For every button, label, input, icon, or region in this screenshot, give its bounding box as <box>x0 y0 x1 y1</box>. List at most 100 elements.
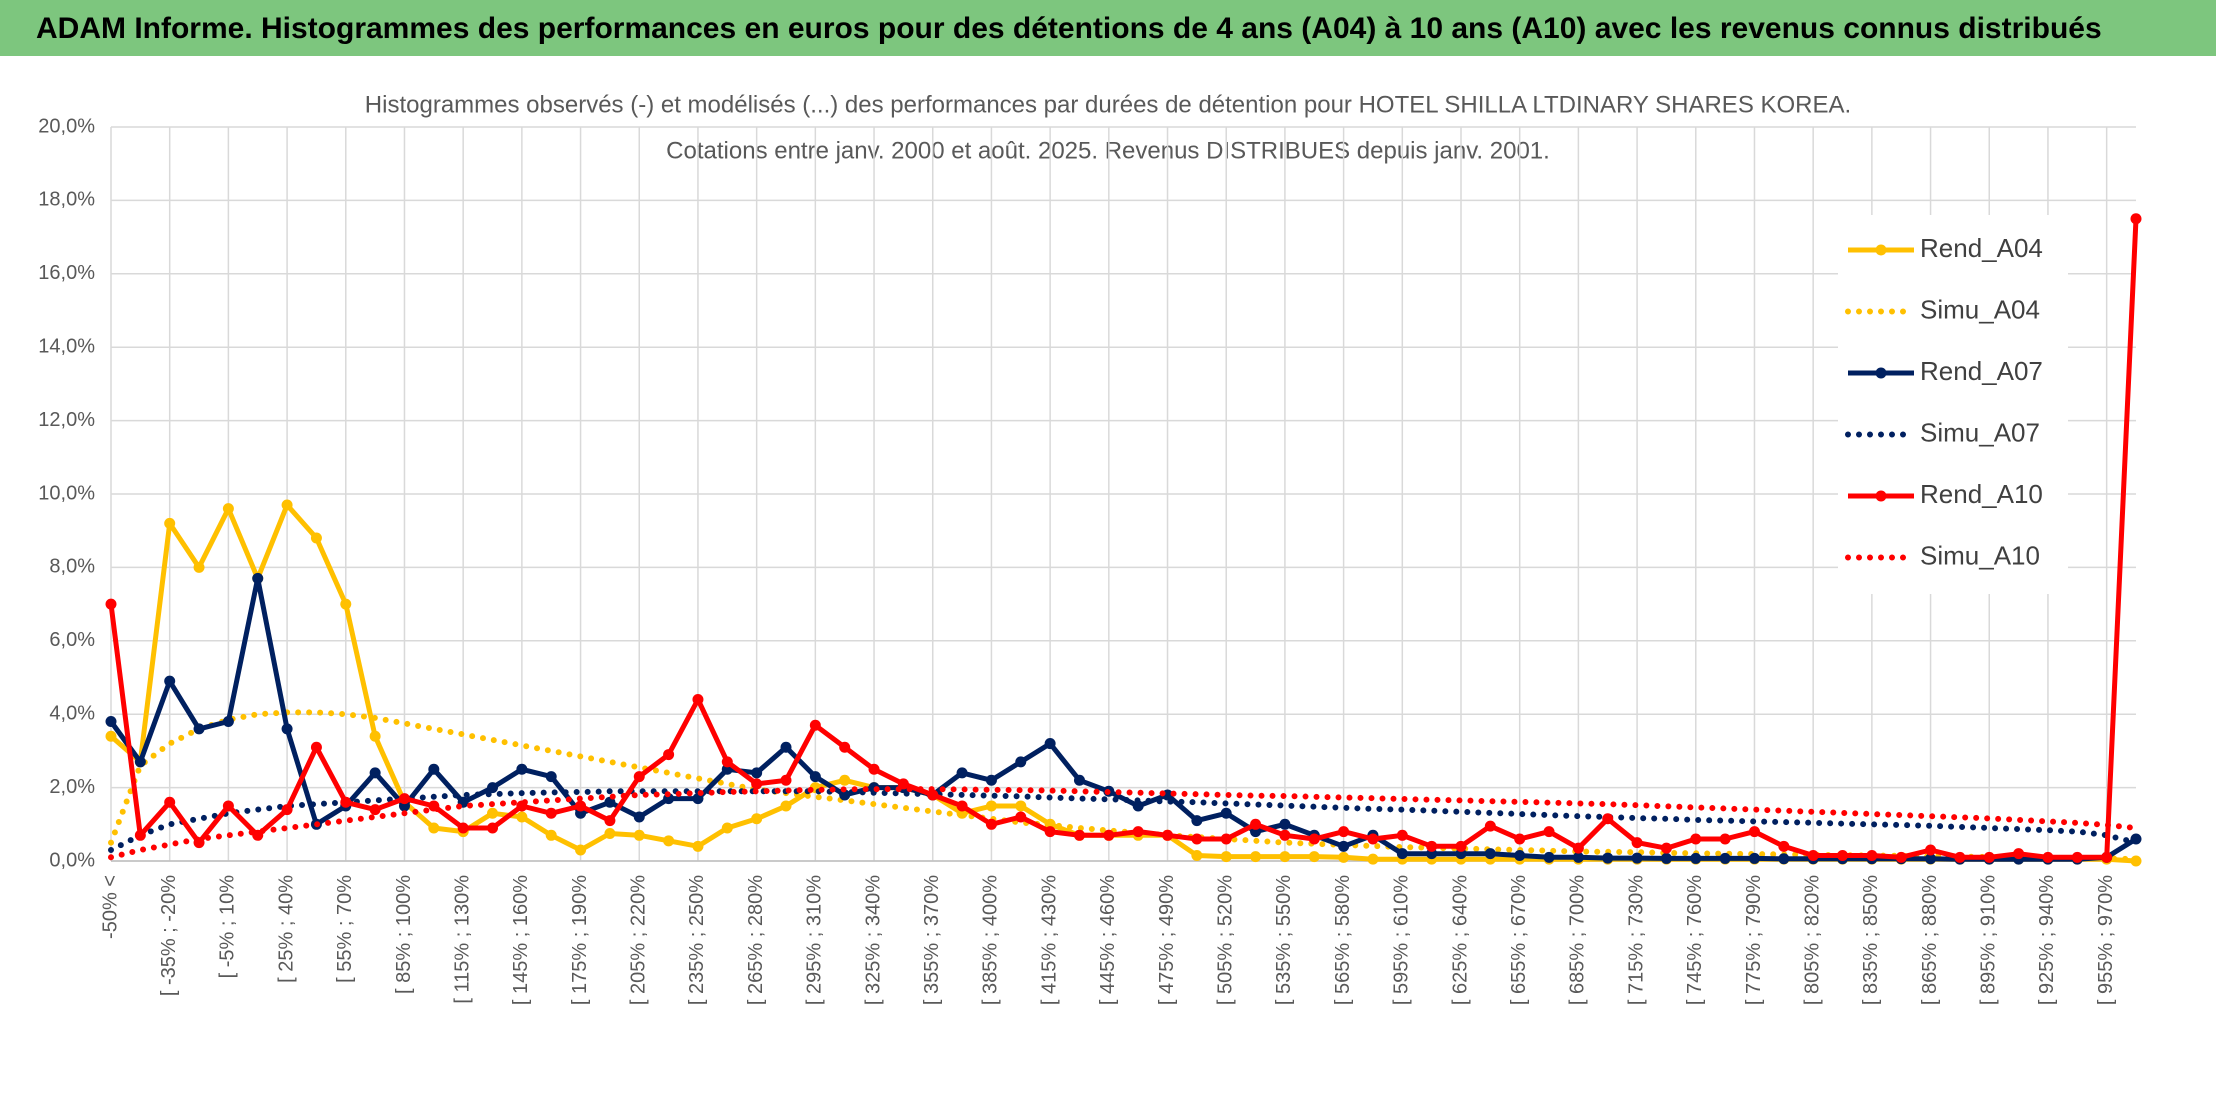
data-point <box>310 741 322 753</box>
data-point <box>1338 840 1350 852</box>
data-point <box>222 716 234 728</box>
data-point <box>1015 811 1027 823</box>
data-point <box>809 771 821 783</box>
header-bar <box>0 0 2216 56</box>
series-line <box>108 786 2139 861</box>
data-point <box>1338 851 1350 863</box>
data-point <box>1484 848 1496 860</box>
data-point <box>1250 851 1262 863</box>
data-point <box>663 749 675 761</box>
data-point <box>545 807 557 819</box>
x-tick-label: [ 565% ; 580% <box>1332 875 1354 1005</box>
data-point <box>2042 851 2054 863</box>
data-point <box>1396 829 1408 841</box>
x-tick-label: [ 535% ; 550% <box>1273 875 1295 1005</box>
data-point <box>633 811 645 823</box>
x-tick-label: [ -5% ; 10% <box>217 875 239 979</box>
data-point <box>340 796 352 808</box>
data-point <box>193 561 205 573</box>
data-point <box>1954 851 1966 863</box>
data-point <box>809 719 821 731</box>
data-point <box>575 844 587 856</box>
data-point <box>487 822 499 834</box>
data-point <box>1073 774 1085 786</box>
x-tick-label: [ 175% ; 190% <box>569 875 591 1005</box>
data-point <box>1690 833 1702 845</box>
x-tick-label: [ 295% ; 310% <box>804 875 826 1005</box>
data-point <box>1748 826 1760 838</box>
data-point <box>839 774 851 786</box>
data-point <box>1015 800 1027 812</box>
data-point <box>839 741 851 753</box>
data-point <box>369 767 381 779</box>
data-point <box>222 800 234 812</box>
data-point <box>1367 833 1379 845</box>
data-point <box>1132 826 1144 838</box>
y-tick-label: 2,0% <box>49 776 95 798</box>
data-point <box>1044 826 1056 838</box>
data-point <box>663 835 675 847</box>
data-point <box>1484 820 1496 832</box>
x-tick-label: [ -35% ; -20% <box>158 875 180 996</box>
x-tick-label: [ 385% ; 400% <box>980 875 1002 1005</box>
data-point <box>1719 833 1731 845</box>
data-point <box>398 793 410 805</box>
x-tick-label: [ 715% ; 730% <box>1625 875 1647 1005</box>
y-tick-label: 8,0% <box>49 556 95 578</box>
x-tick-label: [ 745% ; 760% <box>1684 875 1706 1005</box>
y-tick-label: 4,0% <box>49 702 95 724</box>
x-tick-label: [ 25% ; 40% <box>275 875 297 983</box>
y-tick-label: 20,0% <box>38 115 95 137</box>
data-point <box>1426 840 1438 852</box>
data-point <box>516 763 528 775</box>
x-tick-label: [ 445% ; 460% <box>1097 875 1119 1005</box>
series-line <box>108 575 2138 862</box>
data-point <box>604 827 616 839</box>
data-point <box>1220 851 1232 863</box>
chart-title: Histogrammes observés (-) et modélisés (… <box>365 91 1851 118</box>
data-point <box>1191 849 1203 861</box>
x-tick-label: [ 235% ; 250% <box>686 875 708 1005</box>
data-point <box>428 822 440 834</box>
legend-label: Simu_A10 <box>1920 540 2040 570</box>
data-point <box>721 822 733 834</box>
x-tick-label: [ 475% ; 490% <box>1156 875 1178 1005</box>
legend-box <box>1838 215 2068 594</box>
data-point <box>1308 833 1320 845</box>
data-point <box>1543 826 1555 838</box>
y-tick-label: 14,0% <box>38 335 95 357</box>
data-point <box>780 774 792 786</box>
data-point <box>1044 738 1056 750</box>
data-point <box>310 532 322 544</box>
data-point <box>428 763 440 775</box>
x-tick-label: [ 55% ; 70% <box>334 875 356 983</box>
data-point <box>633 829 645 841</box>
data-point <box>575 800 587 812</box>
legend-label: Simu_A07 <box>1920 417 2040 447</box>
x-tick-label: [ 775% ; 790% <box>1743 875 1765 1005</box>
data-point <box>1103 829 1115 841</box>
data-point <box>134 829 146 841</box>
data-point <box>1866 849 1878 861</box>
data-point <box>1778 853 1790 865</box>
data-point <box>1455 840 1467 852</box>
data-point <box>1631 837 1643 849</box>
chart-subtitle: Cotations entre janv. 2000 et août. 2025… <box>666 137 1550 164</box>
data-point <box>1602 852 1614 864</box>
x-tick-label: [ 955% ; 970% <box>2095 875 2117 1005</box>
legend-label: Rend_A04 <box>1920 233 2043 263</box>
y-tick-label: 16,0% <box>38 262 95 284</box>
x-tick-label: [ 865% ; 880% <box>1919 875 1941 1005</box>
data-point <box>751 778 763 790</box>
data-point <box>193 723 205 735</box>
data-point <box>252 572 264 584</box>
data-point <box>105 716 117 728</box>
data-point <box>1631 852 1643 864</box>
data-point <box>487 807 499 819</box>
legend-marker <box>1875 490 1887 502</box>
series-line <box>108 788 2139 853</box>
data-point <box>751 767 763 779</box>
data-point <box>1925 844 1937 856</box>
x-tick-label: -50% < <box>99 875 121 939</box>
data-point <box>2101 851 2113 863</box>
